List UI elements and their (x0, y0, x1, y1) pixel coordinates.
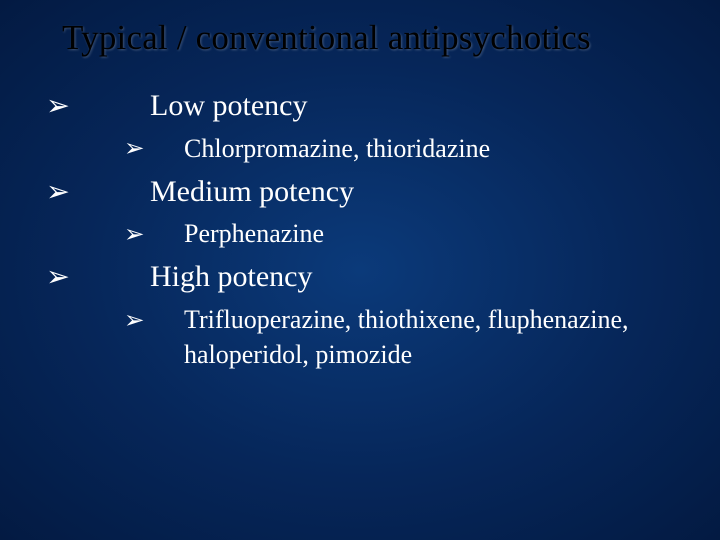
list-item: ➢ Low potency ➢ Chlorpromazine, thiorida… (46, 86, 680, 166)
sub-list: ➢ Perphenazine (124, 216, 680, 251)
list-item-label: High potency (150, 260, 312, 293)
sub-list-item: ➢ Trifluoperazine, thiothixene, fluphena… (124, 302, 680, 372)
list-item: ➢ High potency ➢ Trifluoperazine, thioth… (46, 257, 680, 372)
list-item-label: Medium potency (150, 175, 354, 208)
sub-list-item: ➢ Chlorpromazine, thioridazine (124, 131, 680, 166)
sub-list-item-label: Chlorpromazine, thioridazine (184, 134, 490, 163)
list-item-label: Low potency (150, 89, 307, 122)
bullet-icon: ➢ (46, 259, 70, 297)
list-item: ➢ Medium potency ➢ Perphenazine (46, 172, 680, 252)
bullet-icon: ➢ (124, 132, 145, 165)
sub-list: ➢ Trifluoperazine, thiothixene, fluphena… (124, 302, 680, 372)
bullet-icon: ➢ (46, 88, 70, 126)
bullet-icon: ➢ (124, 218, 145, 251)
sub-list-item-label: Perphenazine (184, 219, 324, 248)
bullet-icon: ➢ (124, 304, 145, 337)
slide-title: Typical / conventional antipsychotics (62, 18, 680, 58)
sub-list-item: ➢ Perphenazine (124, 216, 680, 251)
sub-list-item-label: Trifluoperazine, thiothixene, fluphenazi… (184, 305, 629, 369)
content-list: ➢ Low potency ➢ Chlorpromazine, thiorida… (40, 86, 680, 372)
slide: Typical / conventional antipsychotics ➢ … (0, 0, 720, 540)
bullet-icon: ➢ (46, 174, 70, 212)
sub-list: ➢ Chlorpromazine, thioridazine (124, 131, 680, 166)
